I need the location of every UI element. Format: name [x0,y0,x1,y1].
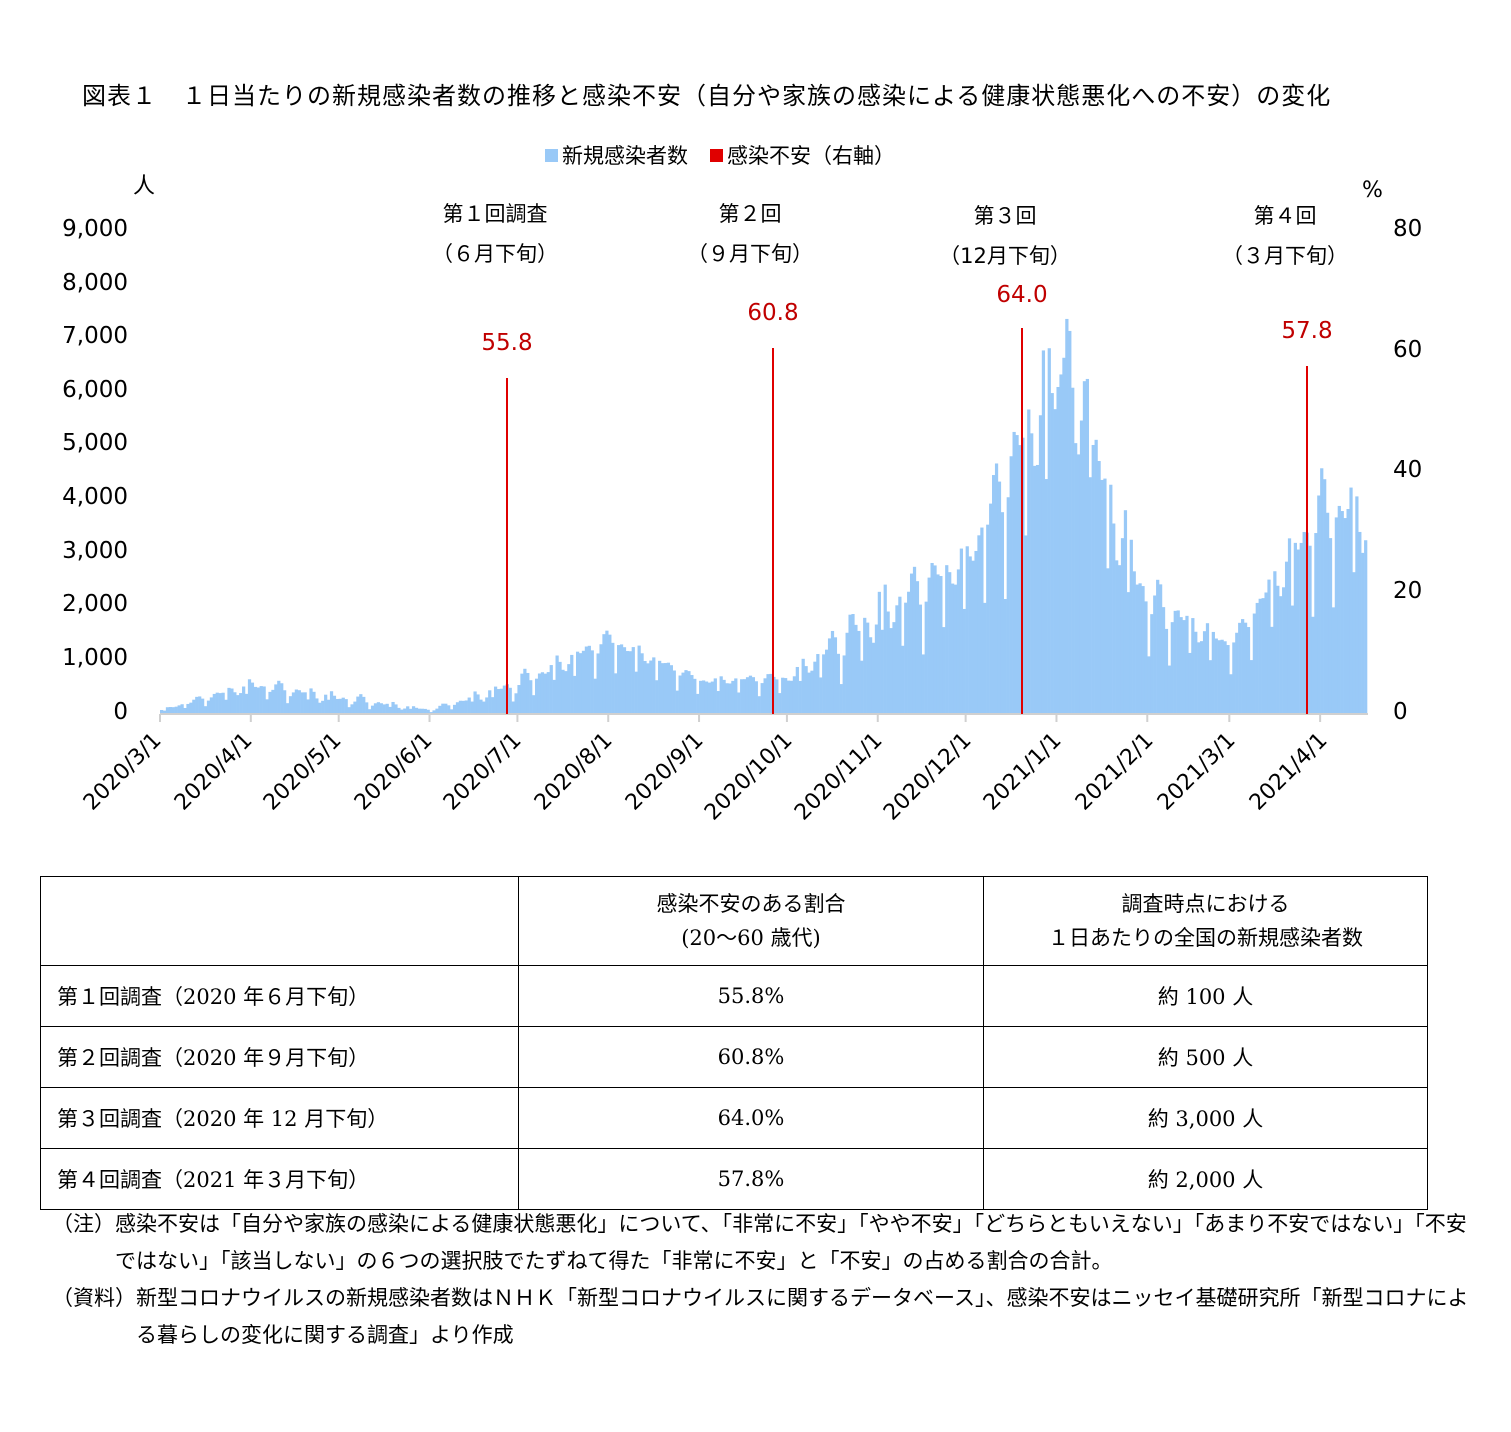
table-cell: 約 2,000 人 [983,1148,1428,1210]
survey-label-4: 第４回 （３月下旬） [1215,196,1355,276]
y-tick: 4,000 [62,484,128,510]
header-line: 調査時点における [1121,892,1290,916]
legend-label: 感染不安（右軸） [727,144,895,168]
y-tick: 6,000 [62,377,128,403]
note-row: （注） 感染不安は「自分や家族の感染による健康状態悪化」について、「非常に不安」… [52,1206,1472,1280]
survey-value-2: 60.8 [747,300,799,326]
survey-period: （３月下旬） [1222,244,1348,268]
table-header-cell: 調査時点における １日あたりの全国の新規感染者数 [983,876,1428,966]
table-cell: 64.0% [518,1087,984,1149]
y-tick: 9,000 [62,216,128,242]
survey-value-4: 57.8 [1281,318,1333,344]
survey-period: （６月下旬） [432,242,558,266]
table-row: 第４回調査（2021 年３月下旬） 57.8% 約 2,000 人 [40,1148,1428,1210]
survey-period: （12月下旬） [939,244,1071,268]
table-cell: 第２回調査（2020 年９月下旬） [40,1026,519,1088]
table-cell: 約 3,000 人 [983,1087,1428,1149]
y-tick-right: 0 [1393,699,1408,725]
survey-period: （９月下旬） [687,242,813,266]
survey-title: 第２回 [718,202,782,226]
header-line: 感染不安のある割合 [656,892,846,916]
survey-table: 感染不安のある割合 (20〜60 歳代) 調査時点における １日あたりの全国の新… [40,876,1428,1210]
new-cases-bars [160,318,1368,714]
x-axis-ticks [159,714,1322,722]
anxiety-lines [506,328,1308,714]
notes: （注） 感染不安は「自分や家族の感染による健康状態悪化」について、「非常に不安」… [52,1206,1472,1354]
note-label: （注） [52,1212,115,1236]
table-header-cell: 感染不安のある割合 (20〜60 歳代) [518,876,984,966]
note-text: 感染不安は「自分や家族の感染による健康状態悪化」について、「非常に不安」「やや不… [115,1212,1467,1273]
table-cell: 57.8% [518,1148,984,1210]
chart-legend: 新規感染者数 感染不安（右軸） [545,140,895,170]
survey-label-3: 第３回 （12月下旬） [935,196,1075,276]
y-tick: 0 [113,699,128,725]
y-tick: 8,000 [62,270,128,296]
survey-label-2: 第２回 （９月下旬） [680,194,820,274]
source-text: 新型コロナウイルスの新規感染者数はＮＨＫ「新型コロナウイルスに関するデータベース… [136,1286,1469,1347]
source-label: （資料） [52,1286,136,1310]
survey-title: 第１回調査 [442,202,548,226]
table-cell: 約 100 人 [983,965,1428,1027]
table-cell: 第３回調査（2020 年 12 月下旬） [40,1087,519,1149]
legend-swatch-red-icon [710,148,723,162]
table-header-cell [40,876,519,966]
legend-item-new-cases: 新規感染者数 [545,140,688,170]
chart-plot-area [159,318,1368,722]
right-axis-unit: % [1362,178,1383,203]
y-tick-right: 60 [1393,337,1423,363]
figure-title: 図表１ １日当たりの新規感染者数の推移と感染不安（自分や家族の感染による健康状態… [82,82,1332,110]
y-tick: 7,000 [62,323,128,349]
survey-value-1: 55.8 [481,330,533,356]
table-cell: 約 500 人 [983,1026,1428,1088]
legend-swatch-blue-icon [545,148,558,162]
y-tick: 1,000 [62,645,128,671]
table-cell: 第１回調査（2020 年６月下旬） [40,965,519,1027]
header-line: １日あたりの全国の新規感染者数 [1048,926,1363,950]
survey-label-1: 第１回調査 （６月下旬） [425,194,565,274]
table-cell: 55.8% [518,965,984,1027]
legend-item-anxiety: 感染不安（右軸） [710,140,895,170]
table-cell: 60.8% [518,1026,984,1088]
survey-title: 第３回 [973,204,1037,228]
y-tick-right: 20 [1393,578,1423,604]
legend-label: 新規感染者数 [562,144,688,168]
left-axis-unit: 人 [133,174,156,199]
table-row: 第１回調査（2020 年６月下旬） 55.8% 約 100 人 [40,965,1428,1027]
y-tick-right: 80 [1393,216,1423,242]
table-row: 第２回調査（2020 年９月下旬） 60.8% 約 500 人 [40,1026,1428,1088]
y-tick: 2,000 [62,591,128,617]
y-tick: 3,000 [62,538,128,564]
source-row: （資料） 新型コロナウイルスの新規感染者数はＮＨＫ「新型コロナウイルスに関するデ… [52,1280,1472,1354]
survey-value-3: 64.0 [996,282,1048,308]
header-line: (20〜60 歳代) [681,926,821,950]
table-row: 第３回調査（2020 年 12 月下旬） 64.0% 約 3,000 人 [40,1087,1428,1149]
survey-title: 第４回 [1253,204,1317,228]
table-header-row: 感染不安のある割合 (20〜60 歳代) 調査時点における １日あたりの全国の新… [40,876,1428,966]
table-cell: 第４回調査（2021 年３月下旬） [40,1148,519,1210]
y-tick-right: 40 [1393,457,1423,483]
y-tick: 5,000 [62,430,128,456]
